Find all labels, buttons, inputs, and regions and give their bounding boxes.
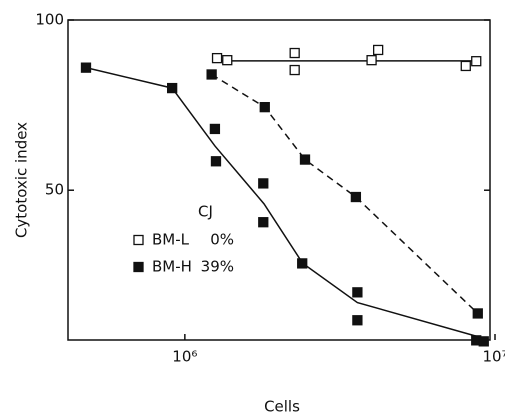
y-axis-label: Cytotoxic index	[13, 122, 31, 238]
x-axis-label: Cells	[264, 398, 300, 416]
marker	[460, 60, 471, 72]
legend-marker	[133, 261, 144, 273]
legend-title: CJ	[198, 203, 213, 221]
x-tick-label: 10⁷	[482, 348, 505, 366]
fit-line	[85, 66, 478, 338]
legend-label: BM-H	[152, 258, 192, 276]
marker	[471, 56, 482, 67]
marker	[210, 156, 222, 167]
marker	[222, 55, 233, 66]
x-tick-label: 10⁶	[172, 348, 197, 366]
y-tick-label: 50	[45, 181, 64, 199]
marker	[258, 178, 269, 189]
marker	[373, 44, 384, 56]
marker	[209, 123, 221, 135]
fit-line	[211, 73, 479, 314]
marker	[289, 47, 300, 59]
legend-marker	[133, 234, 144, 246]
plot-frame	[67, 19, 491, 341]
marker	[80, 62, 92, 73]
legend-label: BM-L	[152, 231, 190, 249]
marker	[472, 308, 483, 319]
marker	[211, 52, 223, 64]
marker	[350, 191, 362, 203]
y-tick-label: 100	[35, 11, 64, 29]
marker	[289, 64, 300, 76]
marker	[299, 154, 311, 165]
marker	[352, 287, 363, 298]
marker	[258, 217, 269, 228]
marker	[352, 315, 363, 326]
legend-value: 39%	[201, 258, 234, 276]
marker	[166, 82, 178, 94]
marker	[297, 258, 308, 269]
marker	[366, 55, 377, 66]
marker	[478, 336, 489, 347]
marker	[259, 101, 270, 113]
marker	[206, 69, 217, 80]
legend-value: 0%	[210, 231, 234, 249]
